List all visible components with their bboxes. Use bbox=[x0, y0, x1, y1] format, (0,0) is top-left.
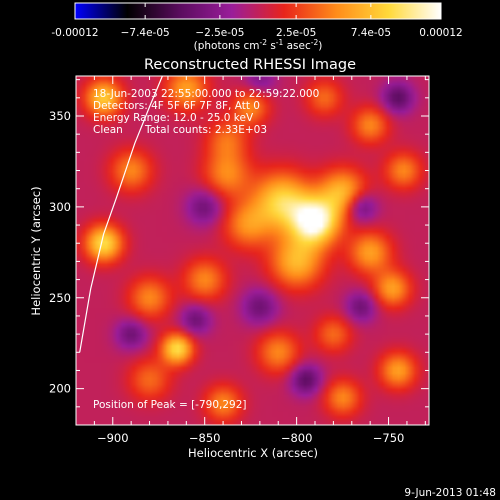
colorbar-tick-label: -0.00012 bbox=[51, 27, 98, 39]
x-tick-label: −800 bbox=[281, 431, 313, 445]
peak-position-text: Position of Peak = [-790,292] bbox=[93, 399, 247, 411]
y-tick-label: 300 bbox=[49, 200, 71, 214]
colorbar-gradient bbox=[74, 2, 442, 20]
y-axis-label: Heliocentric Y (arcsec) bbox=[29, 186, 43, 315]
footer-timestamp: 9-Jun-2013 01:48 bbox=[404, 487, 496, 499]
colorbar-tick-label: −7.4e-05 bbox=[121, 27, 170, 39]
y-tick-label: 200 bbox=[49, 382, 71, 396]
chart-title: Reconstructed RHESSI Image bbox=[144, 57, 356, 73]
heatmap-plot: −900 −850 −800 −750 200 250 300 350 bbox=[49, 75, 430, 445]
axis-ticks: −900 −850 −800 −750 200 250 300 350 bbox=[49, 76, 429, 445]
y-tick-label: 350 bbox=[49, 109, 71, 123]
energy-range-text: Energy Range: 12.0 - 25.0 keV bbox=[93, 112, 254, 124]
x-axis-label: Heliocentric X (arcsec) bbox=[188, 446, 318, 460]
plot-frame bbox=[75, 75, 430, 426]
x-tick-label: −750 bbox=[373, 431, 405, 445]
colorbar-ticks: -0.00012 −7.4e-05 −2.5e-05 2.5e-05 7.4e-05 0.… bbox=[51, 3, 463, 39]
x-tick-label: −900 bbox=[97, 431, 129, 445]
time-range-text: 18-Jun-2003 22:55:00.000 to 22:59:22.000 bbox=[93, 88, 319, 100]
colorbar-unit: (photons cm-2 s-1 asec-2) bbox=[194, 38, 323, 52]
y-tick-label: 250 bbox=[49, 291, 71, 305]
colorbar-tick-label: 0.00012 bbox=[419, 27, 462, 39]
annotations: 18-Jun-2003 22:55:00.000 to 22:59:22.000… bbox=[93, 88, 319, 411]
colorbar-tick-label: −2.5e-05 bbox=[195, 27, 244, 39]
detectors-text: Detectors: 4F 5F 6F 7F 8F, Att 0 bbox=[93, 100, 260, 112]
colorbar-tick-label: 7.4e-05 bbox=[351, 27, 391, 39]
total-counts-text: Total counts: 2.33E+03 bbox=[144, 124, 267, 136]
colorbar-tick-label: 2.5e-05 bbox=[276, 27, 316, 39]
heatmap-image bbox=[76, 76, 429, 425]
solar-limb-curve bbox=[79, 75, 163, 353]
x-tick-label: −850 bbox=[189, 431, 221, 445]
colorbar: -0.00012 −7.4e-05 −2.5e-05 2.5e-05 7.4e-05 0.… bbox=[51, 2, 463, 52]
clean-label: Clean bbox=[93, 124, 123, 136]
